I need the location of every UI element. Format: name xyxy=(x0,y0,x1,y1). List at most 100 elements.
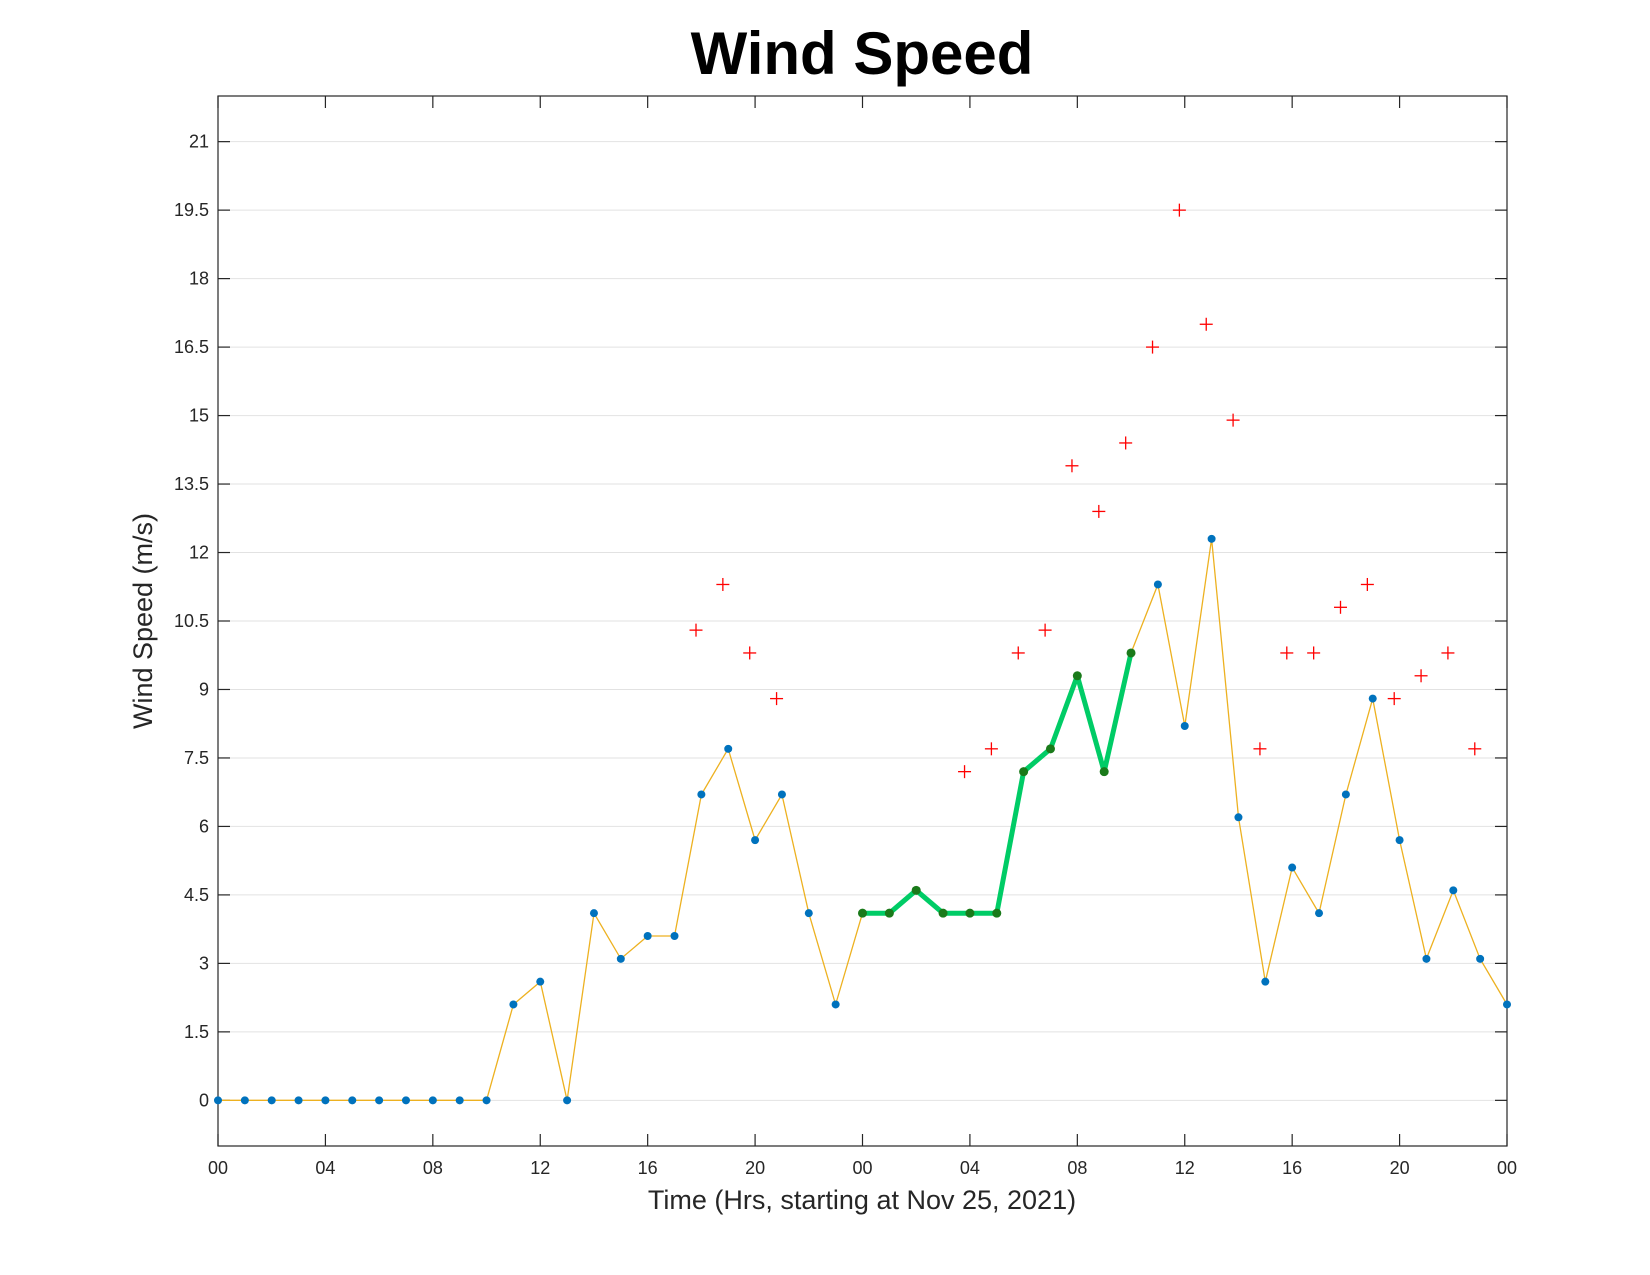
gust-point xyxy=(716,577,730,591)
y-tick-label: 19.5 xyxy=(174,200,209,220)
gust-point xyxy=(1146,340,1160,354)
y-tick-label: 1.5 xyxy=(184,1022,209,1042)
wind-speed-point xyxy=(697,790,706,799)
x-axis-label: Time (Hrs, starting at Nov 25, 2021) xyxy=(648,1185,1076,1215)
wind-speed-point xyxy=(1234,813,1243,822)
y-tick-label: 15 xyxy=(189,406,209,426)
wind-speed-point xyxy=(563,1096,572,1105)
x-tick-label: 16 xyxy=(1282,1158,1302,1178)
gust-point xyxy=(1307,646,1321,660)
gust-point xyxy=(743,646,757,660)
x-tick-label: 04 xyxy=(960,1158,980,1178)
series-layer xyxy=(214,203,1511,1105)
x-tick-label: 20 xyxy=(1390,1158,1410,1178)
highlight-point xyxy=(992,908,1002,918)
y-tick-label: 3 xyxy=(199,953,209,973)
wind-speed-point xyxy=(428,1096,437,1105)
wind-speed-point xyxy=(804,909,813,918)
gust-point xyxy=(1226,413,1240,427)
wind-speed-point xyxy=(1180,722,1189,730)
y-tick-label: 6 xyxy=(199,816,209,836)
gust-point xyxy=(1092,504,1106,518)
wind-speed-point xyxy=(670,932,679,940)
wind-speed-point xyxy=(214,1096,222,1105)
y-tick-label: 4.5 xyxy=(184,885,209,905)
wind-speed-point xyxy=(724,744,733,753)
wind-speed-point xyxy=(321,1096,330,1105)
x-tick-label: 16 xyxy=(638,1158,658,1178)
wind-speed-point xyxy=(831,1000,840,1009)
y-tick-label: 0 xyxy=(199,1090,209,1110)
x-tick-label: 12 xyxy=(530,1158,550,1178)
y-tick-label: 12 xyxy=(189,543,209,563)
gust-point xyxy=(1360,577,1374,591)
highlight-point xyxy=(1099,767,1109,777)
y-tick-label: 13.5 xyxy=(174,474,209,494)
highlight-point xyxy=(884,908,894,918)
chart-title: Wind Speed xyxy=(691,20,1034,87)
gust-point xyxy=(958,765,972,779)
wind-speed-point xyxy=(1153,580,1162,589)
wind-speed-point xyxy=(1315,909,1324,918)
wind-speed-line xyxy=(218,538,1508,1101)
highlight-point xyxy=(1019,767,1029,777)
x-tick-label: 00 xyxy=(1497,1158,1517,1178)
gust-point xyxy=(689,623,703,637)
wind-speed-point xyxy=(1476,954,1485,963)
wind-speed-point xyxy=(1503,1000,1511,1009)
x-tick-label: 00 xyxy=(208,1158,228,1178)
wind-speed-point xyxy=(1422,954,1431,963)
x-tick-label: 20 xyxy=(745,1158,765,1178)
wind-speed-point xyxy=(294,1096,303,1105)
gust-point xyxy=(1065,459,1079,473)
wind-speed-point xyxy=(1395,836,1404,845)
wind-speed-point xyxy=(401,1096,410,1105)
wind-speed-point xyxy=(1449,886,1458,895)
highlight-point xyxy=(965,908,975,918)
x-tick-label: 00 xyxy=(852,1158,872,1178)
ticks: 0 1.5 3 4.5 6 7.5 9 10.5 12 13.5 15 16.5 18 19.5 21 00 0… xyxy=(174,96,1517,1178)
wind-speed-point xyxy=(751,836,760,845)
gust-point xyxy=(1334,600,1348,614)
gust-point xyxy=(1441,646,1455,660)
wind-speed-point xyxy=(616,954,625,963)
wind-speed-point xyxy=(1341,790,1350,799)
gust-point xyxy=(1199,317,1213,331)
y-tick-label: 9 xyxy=(199,679,209,699)
gust-point xyxy=(1280,646,1294,660)
gust-point xyxy=(1172,203,1186,217)
x-tick-label: 12 xyxy=(1175,1158,1195,1178)
gust-point xyxy=(984,742,998,756)
gust-point xyxy=(1038,623,1052,637)
x-tick-label: 08 xyxy=(423,1158,443,1178)
x-tick-label: 08 xyxy=(1067,1158,1087,1178)
y-tick-label: 7.5 xyxy=(184,748,209,768)
y-tick-label: 16.5 xyxy=(174,337,209,357)
y-axis-label: Wind Speed (m/s) xyxy=(128,513,158,729)
highlight-line xyxy=(862,652,1134,916)
wind-speed-point xyxy=(536,977,545,986)
highlight-point xyxy=(1126,648,1136,658)
y-tick-label: 10.5 xyxy=(174,611,209,631)
wind-speed-point xyxy=(1261,977,1270,986)
gust-point xyxy=(1119,436,1133,450)
highlight-point xyxy=(1045,744,1055,754)
gust-point xyxy=(1387,692,1401,706)
wind-speed-point xyxy=(455,1096,464,1105)
wind-speed-point xyxy=(589,909,598,918)
grid xyxy=(218,141,1507,1101)
wind-speed-point xyxy=(1368,694,1377,703)
wind-speed-point xyxy=(1288,863,1297,872)
x-tick-label: 04 xyxy=(315,1158,335,1178)
gust-point xyxy=(1414,669,1428,683)
wind-speed-point xyxy=(348,1096,357,1105)
highlight-point xyxy=(858,908,867,918)
highlight-point xyxy=(1072,671,1082,681)
wind-speed-point xyxy=(777,790,786,799)
wind-speed-point xyxy=(643,932,652,940)
wind-speed-point xyxy=(240,1096,249,1105)
wind-speed-point xyxy=(1207,534,1216,543)
gust-point xyxy=(1011,646,1025,660)
